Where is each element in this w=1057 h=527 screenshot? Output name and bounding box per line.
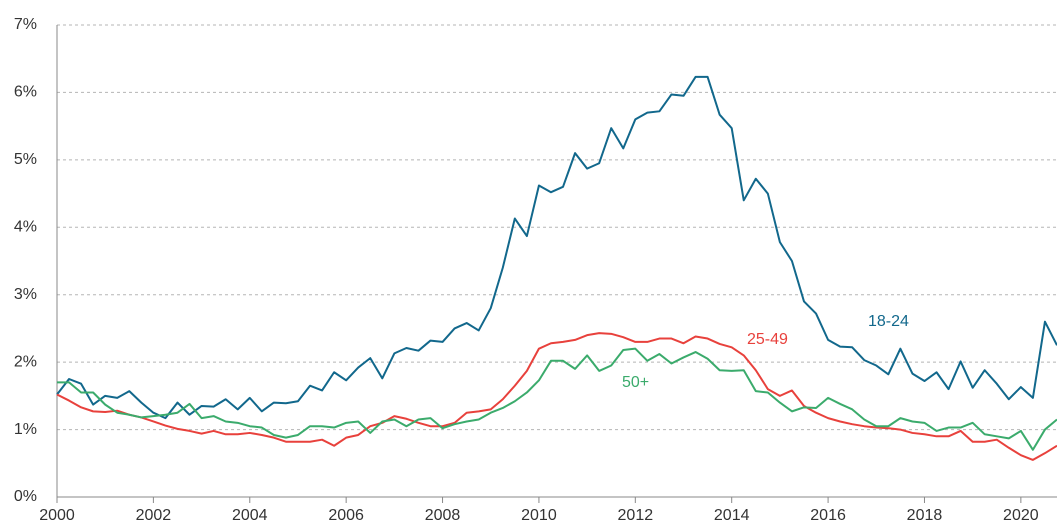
y-tick-label: 0%: [14, 488, 37, 505]
series-label: 25-49: [747, 331, 788, 348]
series-label: 18-24: [868, 313, 909, 330]
y-tick-label: 7%: [14, 16, 37, 33]
series-label: 50+: [622, 374, 649, 391]
series-line: [57, 347, 1057, 451]
x-tick-label: 2014: [714, 507, 750, 524]
x-tick-label: 2008: [425, 507, 461, 524]
y-tick-label: 6%: [14, 84, 37, 101]
series-line: [56, 332, 1057, 461]
x-tick-label: 2016: [810, 507, 846, 524]
y-tick-label: 4%: [14, 219, 37, 236]
y-tick-label: 1%: [14, 421, 37, 438]
y-tick-label: 5%: [14, 151, 37, 168]
x-tick-label: 2012: [618, 507, 654, 524]
x-tick-label: 2018: [907, 507, 943, 524]
x-tick-label: 2000: [39, 507, 75, 524]
x-tick-label: 2006: [328, 507, 364, 524]
y-tick-label: 3%: [14, 286, 37, 303]
x-tick-label: 2004: [232, 507, 268, 524]
x-tick-label: 2020: [1003, 507, 1039, 524]
x-tick-label: 2002: [136, 507, 172, 524]
series-line: [56, 75, 1057, 420]
x-tick-label: 2010: [521, 507, 557, 524]
y-tick-label: 2%: [14, 353, 37, 370]
